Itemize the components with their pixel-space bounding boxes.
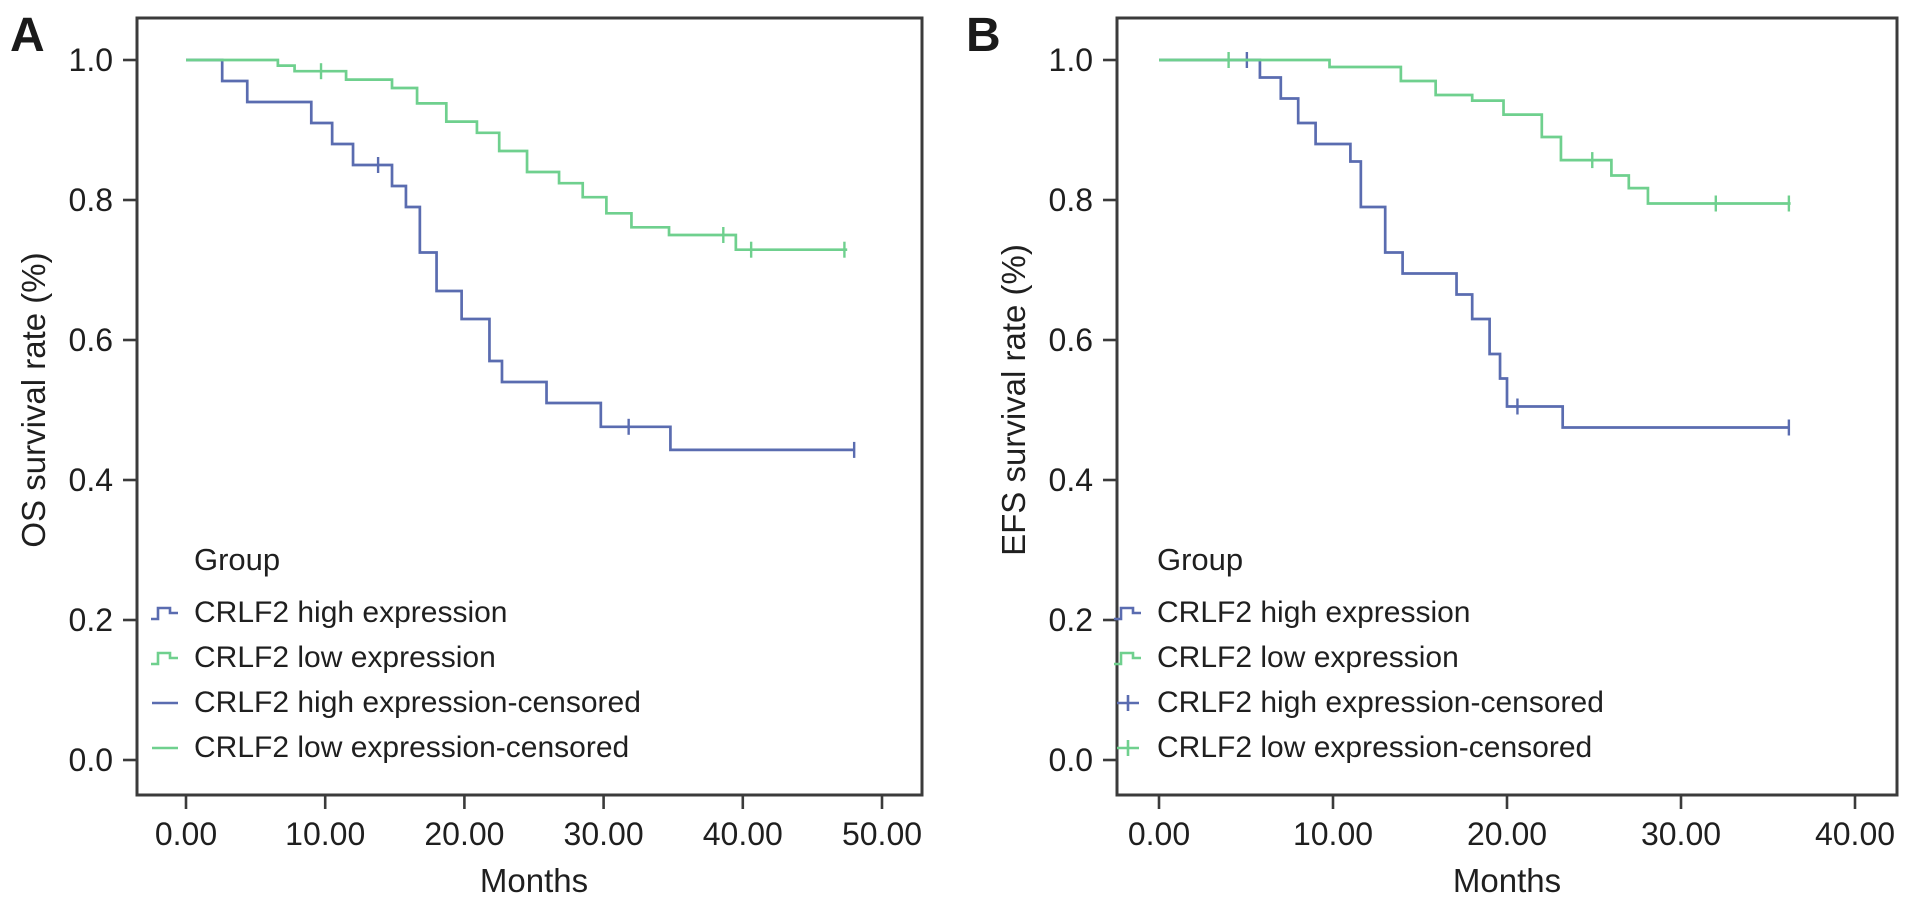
- panel-b-x-tick-label: 40.00: [1815, 816, 1895, 852]
- high-censored-line-icon: [150, 694, 180, 712]
- legend-entry-low: CRLF2 low expression: [150, 635, 641, 680]
- low-censored-line-icon: [150, 739, 180, 757]
- panel-b-y-tick-label: 0.8: [1049, 182, 1093, 218]
- panel-a-x-tick-label: 20.00: [424, 816, 504, 852]
- panel-a-x-tick-label: 30.00: [564, 816, 644, 852]
- panel-a-y-tick-label: 0.4: [69, 462, 113, 498]
- panel-a-x-tick-label: 40.00: [703, 816, 783, 852]
- panel-b-y-tick-label: 0.6: [1049, 322, 1093, 358]
- high-censored-plus-icon: [1113, 694, 1143, 712]
- panel-a-x-tick-label: 0.00: [155, 816, 217, 852]
- panel-a-frame: [135, 16, 924, 797]
- panel-a-y-tick-label: 0.6: [69, 322, 113, 358]
- legend-entry-low: CRLF2 low expression: [1113, 635, 1604, 680]
- legend-entry-low-censored: CRLF2 low expression-censored: [150, 725, 641, 770]
- high-expression-step-icon: [1113, 604, 1143, 622]
- low-expression-step-icon: [150, 649, 180, 667]
- panel-b-y-tick-label: 1.0: [1049, 42, 1093, 78]
- legend-title: Group: [194, 542, 281, 577]
- panel-b-x-tick-label: 20.00: [1467, 816, 1547, 852]
- low-censored-plus-icon: [1113, 739, 1143, 757]
- panel-a-x-tick-label: 50.00: [842, 816, 922, 852]
- panel-a-x-axis-label: Months: [479, 862, 589, 899]
- legend-title: Group: [1157, 542, 1244, 577]
- legend-entry-label: CRLF2 high expression-censored: [1157, 685, 1604, 719]
- panel-a-y-tick-label: 0.2: [69, 602, 113, 638]
- panel-a-x-tick-label: 10.00: [285, 816, 365, 852]
- legend-entry-label: CRLF2 low expression: [194, 640, 496, 674]
- panel-b-legend: Group CRLF2 high expression CRLF2 low ex…: [1113, 542, 1604, 770]
- panel-a-y-axis-label: OS survival rate (%): [15, 252, 52, 548]
- legend-entry-high-censored: CRLF2 high expression-censored: [150, 680, 641, 725]
- panel-b-x-tick-label: 0.00: [1128, 816, 1190, 852]
- panel-a-y-tick-label: 0.8: [69, 182, 113, 218]
- panel-b-x-axis-label: Months: [1452, 862, 1562, 899]
- panel-a-y-tick-label: 1.0: [69, 42, 113, 78]
- legend-entry-label: CRLF2 low expression: [1157, 640, 1459, 674]
- panel-b-x-tick-label: 30.00: [1641, 816, 1721, 852]
- panel-a-y-tick-label: 0.0: [69, 742, 113, 778]
- panel-b-letter: B: [966, 9, 1001, 62]
- legend-entry-low-censored: CRLF2 low expression-censored: [1113, 725, 1604, 770]
- legend-entry-label: CRLF2 low expression-censored: [194, 730, 630, 764]
- panel-b-y-tick-label: 0.4: [1049, 462, 1093, 498]
- low-expression-step-icon: [1113, 649, 1143, 667]
- panel-b-y-tick-label: 0.0: [1049, 742, 1093, 778]
- high-expression-step-icon: [150, 604, 180, 622]
- legend-entry-high-censored: CRLF2 high expression-censored: [1113, 680, 1604, 725]
- panel-b-y-tick-label: 0.2: [1049, 602, 1093, 638]
- panel-b-x-tick-label: 10.00: [1293, 816, 1373, 852]
- panel-a-curve-high-expression: [186, 58, 855, 452]
- legend-entry-label: CRLF2 high expression-censored: [194, 685, 641, 719]
- legend-entry-label: CRLF2 low expression-censored: [1157, 730, 1593, 764]
- legend-entry-high: CRLF2 high expression: [1113, 590, 1604, 635]
- legend-entry-label: CRLF2 high expression: [1157, 595, 1471, 629]
- panel-a-legend: Group CRLF2 high expression CRLF2 low ex…: [150, 542, 641, 770]
- panel-b-curve-high-expression: [1159, 58, 1789, 429]
- legend-entry-high: CRLF2 high expression: [150, 590, 641, 635]
- panel-a-letter: A: [10, 9, 45, 62]
- panel-a-curve-low-expression: [186, 58, 848, 252]
- panel-b-y-axis-label: EFS survival rate (%): [995, 244, 1032, 556]
- legend-entry-label: CRLF2 high expression: [194, 595, 508, 629]
- panel-b-curve-low-expression: [1159, 58, 1791, 205]
